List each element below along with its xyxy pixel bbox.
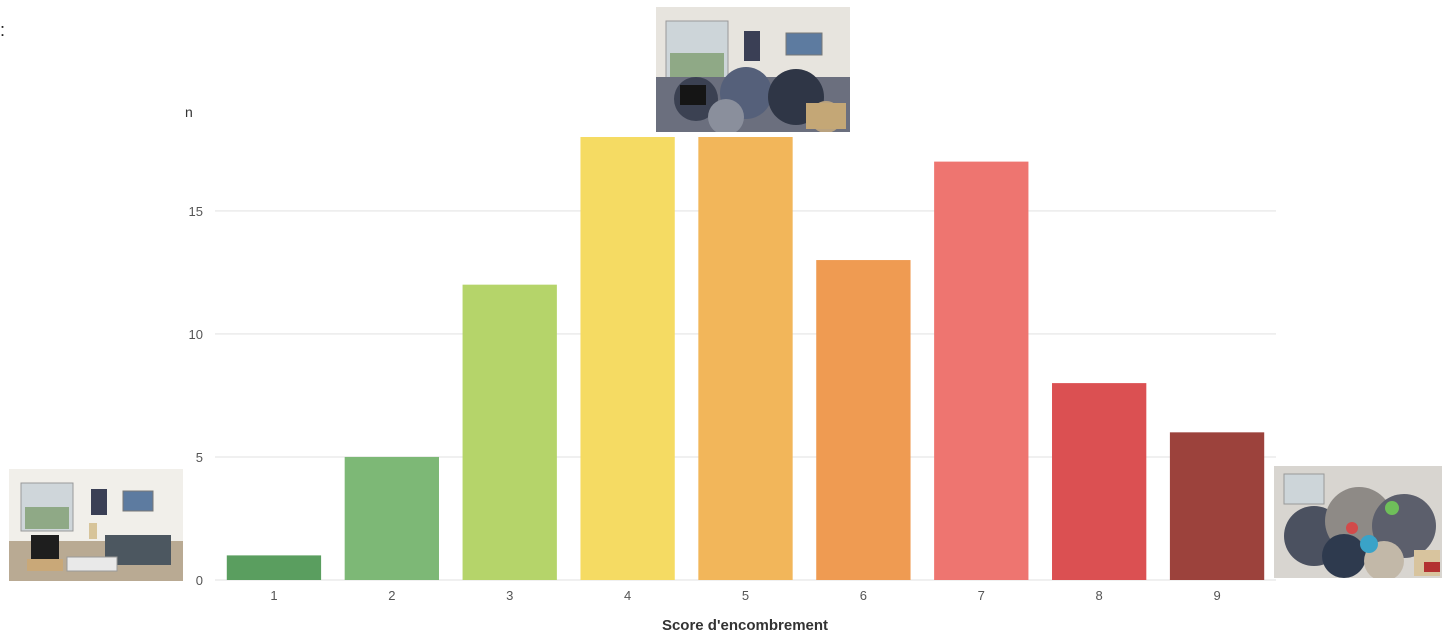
y-tick-label: 5 xyxy=(196,450,203,465)
x-tick-label: 3 xyxy=(506,588,513,603)
bar-2 xyxy=(344,456,439,580)
bars xyxy=(226,137,1265,580)
x-tick-label: 6 xyxy=(860,588,867,603)
y-tick-label: 10 xyxy=(189,327,203,342)
bar-5 xyxy=(698,137,793,580)
x-tick-label: 4 xyxy=(624,588,631,603)
intro-text-fragment: : xyxy=(0,20,6,40)
x-tick-labels: 1 2 3 4 5 6 7 8 9 xyxy=(270,588,1220,603)
bar-7 xyxy=(934,161,1029,580)
y-axis-label: n xyxy=(185,104,193,120)
y-tick-label: 15 xyxy=(189,204,203,219)
bar-4 xyxy=(580,137,675,580)
x-tick-label: 8 xyxy=(1096,588,1103,603)
y-tick-labels: 0 5 10 15 xyxy=(189,204,203,588)
y-tick-label: 0 xyxy=(196,573,203,588)
photo-heavy-clutter xyxy=(1274,466,1442,578)
bar-8 xyxy=(1052,383,1147,580)
photo-tidy-room xyxy=(9,469,183,581)
bar-1 xyxy=(226,555,322,580)
x-tick-label: 2 xyxy=(388,588,395,603)
x-tick-label: 1 xyxy=(270,588,277,603)
photo-medium-clutter xyxy=(656,7,850,132)
bar-3 xyxy=(462,284,557,580)
x-axis-label: Score d'encombrement xyxy=(662,617,828,632)
x-tick-label: 5 xyxy=(742,588,749,603)
bar-6 xyxy=(816,260,911,580)
x-tick-label: 7 xyxy=(978,588,985,603)
x-tick-label: 9 xyxy=(1213,588,1220,603)
bar-9 xyxy=(1169,432,1265,580)
